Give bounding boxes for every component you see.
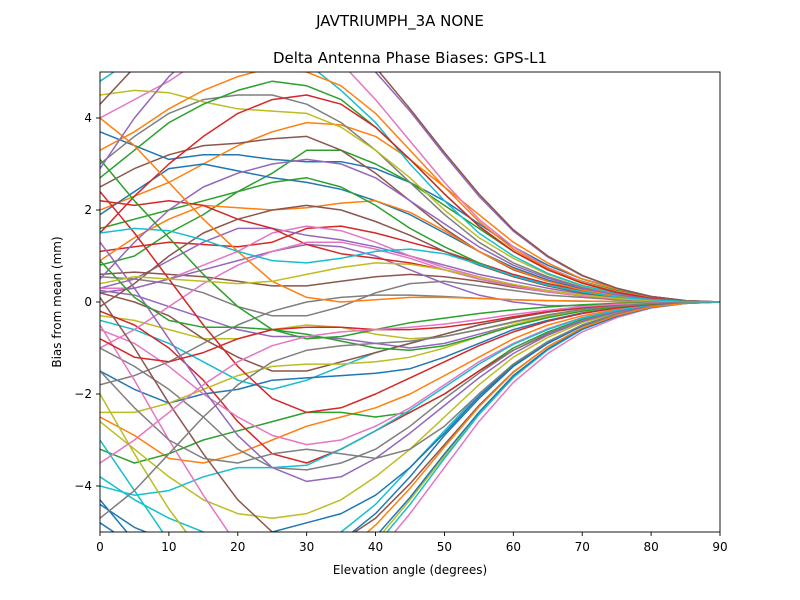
series-line-s45 <box>100 241 720 483</box>
series-line-s44 <box>100 191 720 414</box>
series-line-s20 <box>100 72 720 303</box>
series-line-s40 <box>100 301 720 496</box>
y-tick-label: 4 <box>84 111 92 125</box>
y-tick-label: 2 <box>84 203 92 217</box>
series-line-s12 <box>100 301 720 464</box>
y-axis-label: Bias from mean (mm) <box>50 236 64 367</box>
y-tick-label: 0 <box>84 295 92 309</box>
x-tick-label: 10 <box>161 540 176 554</box>
chart-title: Delta Antenna Phase Biases: GPS-L1 <box>273 49 547 67</box>
series-line-s48 <box>100 301 720 464</box>
series-line-s43 <box>100 158 720 340</box>
series-line-s42 <box>100 117 720 303</box>
x-tick-label: 60 <box>506 540 521 554</box>
series-line-s47 <box>100 301 720 532</box>
series-line-s58 <box>100 301 720 519</box>
series-line-s34 <box>100 94 720 303</box>
y-tick-label: −2 <box>74 387 92 401</box>
series-line-s59 <box>100 262 720 303</box>
series-line-s51 <box>100 301 720 532</box>
x-tick-label: 20 <box>230 540 245 554</box>
x-tick-label: 90 <box>712 540 727 554</box>
y-tick-label: −4 <box>74 479 92 493</box>
figure-suptitle: JAVTRIUMPH_3A NONE <box>315 12 484 31</box>
x-tick-label: 40 <box>368 540 383 554</box>
series-line-s56 <box>100 72 720 303</box>
series-line-s52 <box>366 301 720 532</box>
x-axis-ticks: 0 10 20 30 40 50 60 70 80 90 <box>96 532 728 554</box>
x-tick-label: 50 <box>437 540 452 554</box>
x-tick-label: 0 <box>96 540 104 554</box>
series-line-s57 <box>100 301 720 464</box>
plot-series <box>100 72 720 532</box>
y-axis-ticks: −4 −2 0 2 4 <box>74 111 100 493</box>
series-line-s35 <box>100 158 720 303</box>
x-tick-label: 80 <box>643 540 658 554</box>
x-tick-label: 70 <box>575 540 590 554</box>
x-axis-label: Elevation angle (degrees) <box>333 563 487 577</box>
series-line-s60 <box>100 227 720 303</box>
series-line-s08 <box>100 275 720 317</box>
x-tick-label: 30 <box>299 540 314 554</box>
